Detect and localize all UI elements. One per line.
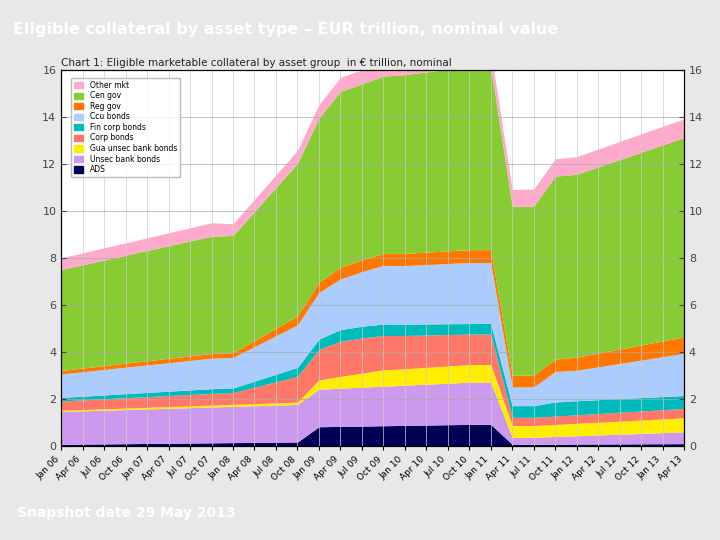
Text: Snapshot date 29 May 2013: Snapshot date 29 May 2013 <box>17 505 236 519</box>
Legend: Other mkt, Cen gov, Reg gov, Ccu bonds, Fin corp bonds, Corp bonds, Gua unsec ba: Other mkt, Cen gov, Reg gov, Ccu bonds, … <box>71 78 180 177</box>
Text: Chart 1: Eligible marketable collateral by asset group  in € trillion, nominal: Chart 1: Eligible marketable collateral … <box>61 57 452 68</box>
Text: Eligible collateral by asset type – EUR trillion, nominal value: Eligible collateral by asset type – EUR … <box>13 22 558 37</box>
